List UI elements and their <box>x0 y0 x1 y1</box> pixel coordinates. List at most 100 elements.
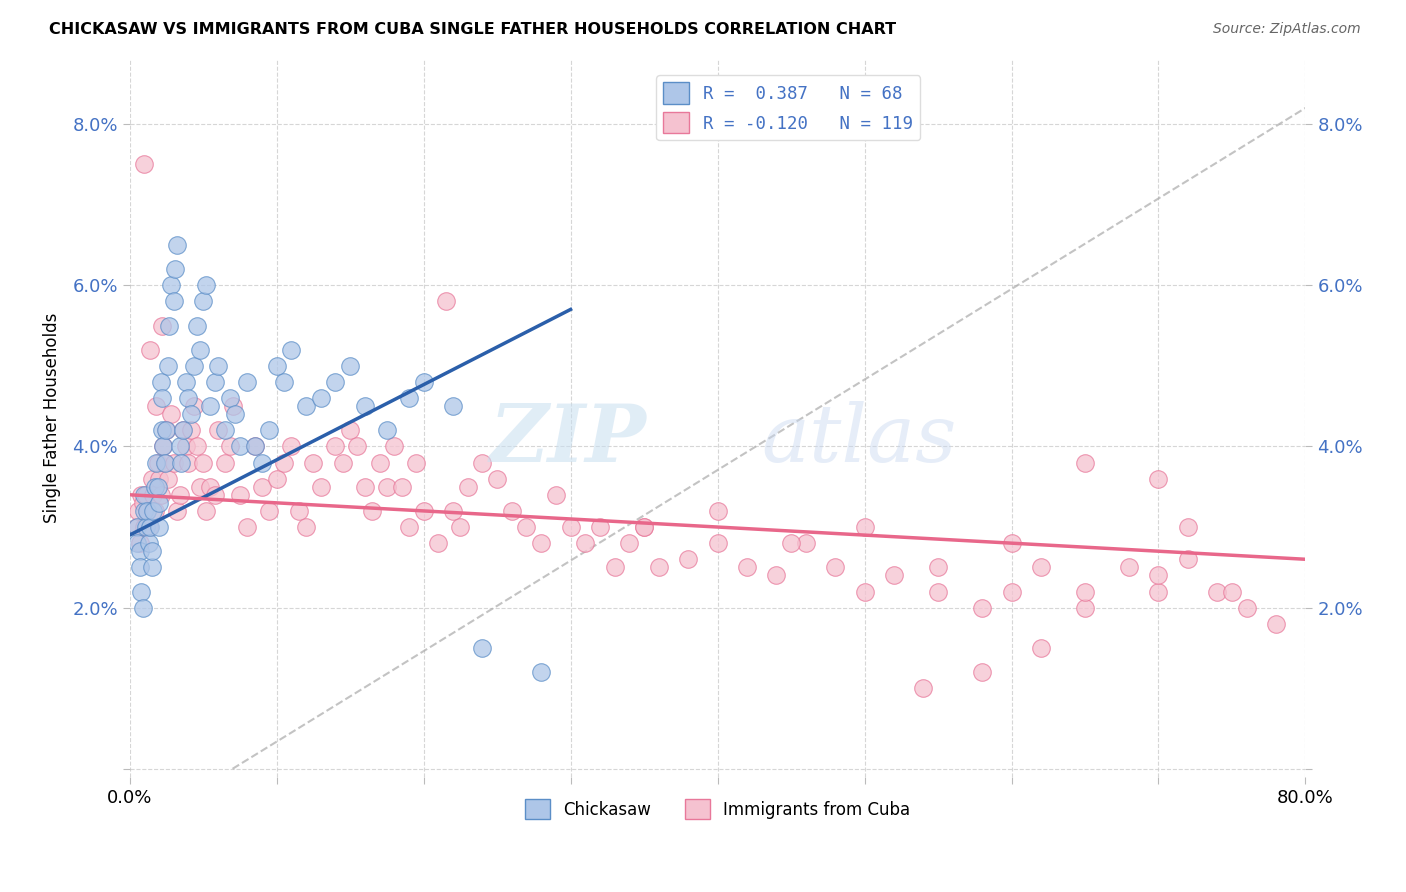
Point <box>172 423 194 437</box>
Point <box>287 504 309 518</box>
Point <box>589 520 612 534</box>
Point <box>794 536 817 550</box>
Point <box>471 640 494 655</box>
Point <box>353 399 375 413</box>
Point <box>412 504 434 518</box>
Point <box>530 665 553 679</box>
Point <box>824 560 846 574</box>
Point <box>141 544 163 558</box>
Point <box>1220 584 1243 599</box>
Point <box>266 472 288 486</box>
Point <box>676 552 699 566</box>
Point <box>1147 584 1170 599</box>
Point <box>141 472 163 486</box>
Point <box>912 681 935 696</box>
Point <box>398 520 420 534</box>
Point <box>236 375 259 389</box>
Point <box>132 600 155 615</box>
Point <box>302 456 325 470</box>
Point <box>1000 584 1022 599</box>
Y-axis label: Single Father Households: Single Father Households <box>44 313 60 524</box>
Point <box>972 665 994 679</box>
Point <box>134 520 156 534</box>
Point <box>155 423 177 437</box>
Point <box>200 480 222 494</box>
Point <box>236 520 259 534</box>
Point <box>142 504 165 518</box>
Point <box>412 375 434 389</box>
Point <box>266 359 288 373</box>
Point <box>375 423 398 437</box>
Point <box>125 520 148 534</box>
Point <box>706 536 728 550</box>
Point <box>142 488 165 502</box>
Point <box>145 399 167 413</box>
Point <box>166 504 188 518</box>
Point <box>170 456 193 470</box>
Point <box>155 423 177 437</box>
Point <box>368 456 391 470</box>
Point <box>143 504 166 518</box>
Point <box>204 488 226 502</box>
Point <box>152 439 174 453</box>
Point <box>221 399 243 413</box>
Point <box>172 423 194 437</box>
Point <box>186 439 208 453</box>
Point <box>259 504 281 518</box>
Point <box>218 391 240 405</box>
Point <box>157 318 180 333</box>
Point <box>706 504 728 518</box>
Point <box>1147 568 1170 582</box>
Point <box>441 399 464 413</box>
Point <box>325 439 347 453</box>
Point <box>883 568 905 582</box>
Point <box>229 439 252 453</box>
Point <box>309 480 332 494</box>
Point <box>765 568 787 582</box>
Point <box>174 375 197 389</box>
Point <box>633 520 655 534</box>
Point <box>169 439 191 453</box>
Point <box>927 560 949 574</box>
Legend: Chickasaw, Immigrants from Cuba: Chickasaw, Immigrants from Cuba <box>519 792 917 826</box>
Point <box>180 407 202 421</box>
Point <box>633 520 655 534</box>
Point <box>471 456 494 470</box>
Point <box>135 520 157 534</box>
Point <box>183 359 205 373</box>
Point <box>619 536 641 550</box>
Point <box>131 488 153 502</box>
Point <box>153 456 176 470</box>
Text: CHICKASAW VS IMMIGRANTS FROM CUBA SINGLE FATHER HOUSEHOLDS CORRELATION CHART: CHICKASAW VS IMMIGRANTS FROM CUBA SINGLE… <box>49 22 897 37</box>
Point <box>1177 552 1199 566</box>
Point <box>156 359 179 373</box>
Point <box>280 439 302 453</box>
Point <box>200 399 222 413</box>
Point <box>166 238 188 252</box>
Point <box>1147 472 1170 486</box>
Point <box>1074 600 1097 615</box>
Point <box>214 456 236 470</box>
Point <box>177 456 200 470</box>
Point <box>138 520 160 534</box>
Point <box>1206 584 1229 599</box>
Point <box>1177 520 1199 534</box>
Point <box>125 520 148 534</box>
Point <box>280 343 302 357</box>
Point <box>195 504 218 518</box>
Point <box>149 488 172 502</box>
Point <box>273 456 295 470</box>
Point <box>163 456 186 470</box>
Point <box>129 536 152 550</box>
Point <box>339 423 361 437</box>
Point <box>188 480 211 494</box>
Point <box>177 391 200 405</box>
Point <box>146 456 169 470</box>
Point <box>143 480 166 494</box>
Point <box>735 560 758 574</box>
Point <box>218 439 240 453</box>
Point <box>515 520 537 534</box>
Point <box>207 359 229 373</box>
Point <box>780 536 803 550</box>
Point <box>441 504 464 518</box>
